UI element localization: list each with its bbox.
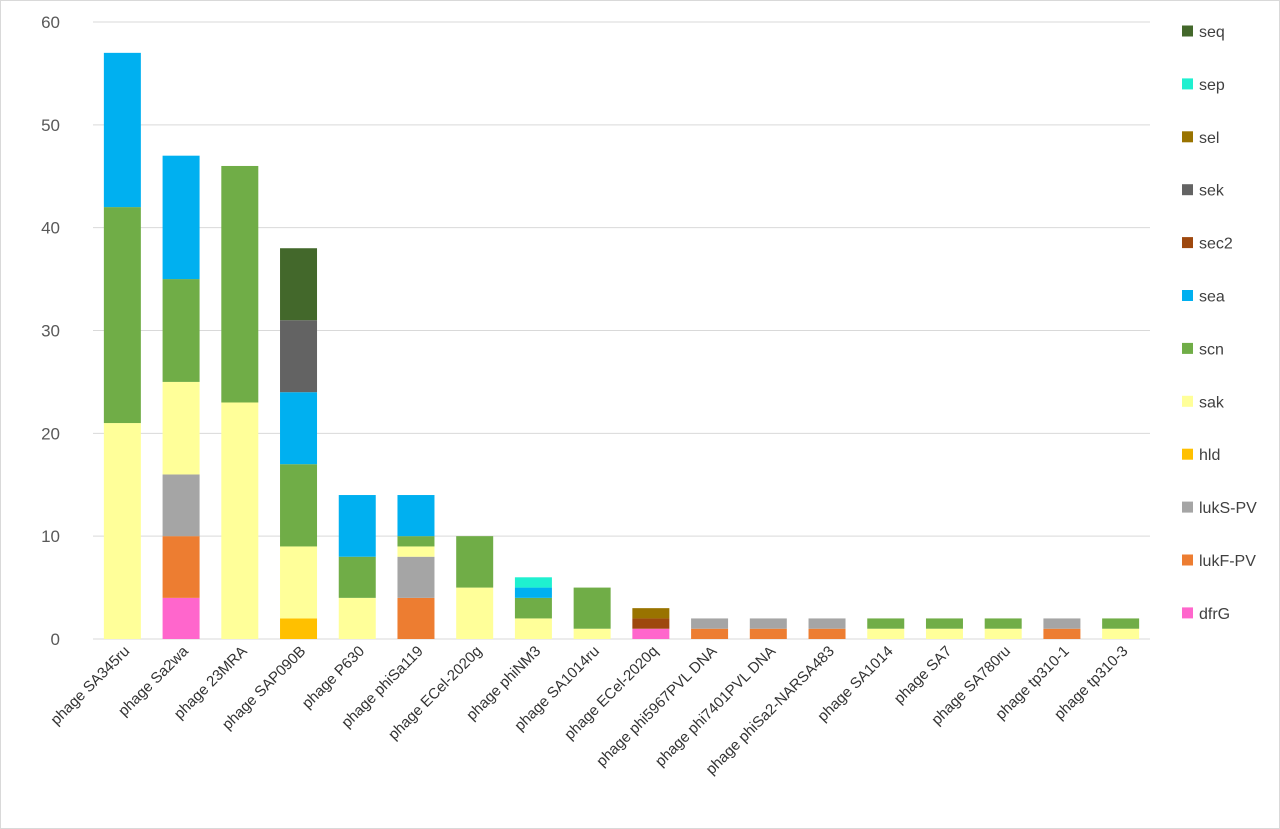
legend-label-lukS-PV: lukS-PV bbox=[1199, 500, 1257, 517]
bar-segment-scn bbox=[1102, 618, 1140, 629]
legend-label-lukF-PV: lukF-PV bbox=[1199, 553, 1256, 570]
x-category-label: phage SA345ru bbox=[47, 643, 133, 729]
bar-segment-scn bbox=[925, 618, 963, 629]
bar-segment-sel bbox=[632, 608, 670, 619]
bar-segment-sak bbox=[162, 381, 200, 475]
bar-segment-sek bbox=[280, 320, 318, 393]
bar-segment-sep bbox=[514, 577, 552, 588]
bar-segment-lukS-PV bbox=[162, 474, 200, 537]
bar-segment-sak bbox=[280, 546, 318, 619]
legend-label-dfrG: dfrG bbox=[1199, 606, 1230, 623]
legend-label-sak: sak bbox=[1199, 394, 1225, 411]
bar-segment-scn bbox=[456, 536, 494, 588]
bar-segment-lukF-PV bbox=[397, 597, 435, 639]
x-category-label: phage phi5967PVL DNA bbox=[593, 643, 720, 770]
legend-label-scn: scn bbox=[1199, 341, 1224, 358]
bar-segment-lukF-PV bbox=[162, 536, 200, 598]
bar-segment-scn bbox=[162, 279, 200, 382]
legend-swatch-sep bbox=[1182, 78, 1193, 90]
bar-segment-lukF-PV bbox=[749, 628, 787, 639]
bar-segment-seq bbox=[280, 248, 318, 321]
legend-label-sep: sep bbox=[1199, 77, 1225, 94]
bar-segment-scn bbox=[397, 536, 435, 547]
bar-segment-sea bbox=[103, 52, 141, 208]
bar-segment-scn bbox=[103, 207, 141, 424]
legend-swatch-dfrG bbox=[1182, 607, 1193, 619]
y-tick-label: 40 bbox=[41, 219, 60, 238]
y-tick-label: 0 bbox=[51, 630, 60, 649]
bar-segment-sak bbox=[925, 628, 963, 639]
legend-swatch-lukS-PV bbox=[1182, 501, 1193, 513]
bar-segment-lukS-PV bbox=[749, 618, 787, 629]
legend-label-sec2: sec2 bbox=[1199, 236, 1233, 253]
bars bbox=[103, 52, 1140, 639]
bar-segment-sak bbox=[103, 423, 141, 639]
legend-swatch-lukF-PV bbox=[1182, 554, 1193, 566]
y-tick-label: 10 bbox=[41, 527, 60, 546]
bar-segment-sea bbox=[338, 495, 376, 557]
bar-segment-sak bbox=[867, 628, 905, 639]
legend-label-sea: sea bbox=[1199, 289, 1225, 306]
bar-segment-sak bbox=[456, 587, 494, 639]
legend-swatch-sec2 bbox=[1182, 237, 1193, 249]
legend-swatch-sak bbox=[1182, 395, 1193, 407]
legend-swatch-seq bbox=[1182, 25, 1193, 37]
legend-label-sek: sek bbox=[1199, 183, 1225, 200]
bar-segment-scn bbox=[514, 597, 552, 619]
legend-swatch-hld bbox=[1182, 448, 1193, 460]
bar-segment-lukS-PV bbox=[1043, 618, 1081, 629]
y-tick-label: 60 bbox=[41, 13, 60, 32]
bar-segment-sak bbox=[984, 628, 1022, 639]
bar-segment-sak bbox=[397, 546, 435, 557]
x-category-label: phage phi7401PVL DNA bbox=[652, 643, 779, 770]
bar-segment-lukF-PV bbox=[691, 628, 729, 639]
bar-segment-hld bbox=[280, 618, 318, 639]
bar-segment-sea bbox=[514, 587, 552, 598]
bar-segment-lukS-PV bbox=[397, 556, 435, 598]
legend: seq sep sel sek sec2 sea scn sak hld lukS-PV lukF-… bbox=[1182, 24, 1257, 623]
bar-segment-scn bbox=[338, 556, 376, 598]
bar-segment-scn bbox=[573, 587, 611, 629]
bar-segment-sea bbox=[280, 392, 318, 465]
y-tick-label: 30 bbox=[41, 322, 60, 341]
bar-segment-lukS-PV bbox=[691, 618, 729, 629]
bar-segment-lukS-PV bbox=[808, 618, 846, 629]
bar-segment-sak bbox=[573, 628, 611, 639]
bar-segment-scn bbox=[867, 618, 905, 629]
bar-segment-sea bbox=[397, 495, 435, 537]
legend-label-hld: hld bbox=[1199, 447, 1220, 464]
y-tick-label: 20 bbox=[41, 424, 60, 443]
y-axis: 0 10 20 30 40 50 60 bbox=[41, 13, 60, 649]
bar-segment-sec2 bbox=[632, 618, 670, 629]
legend-label-sel: sel bbox=[1199, 130, 1219, 147]
bar-segment-scn bbox=[221, 165, 259, 403]
legend-swatch-scn bbox=[1182, 342, 1193, 354]
x-category-label: phage SA7 bbox=[891, 643, 956, 708]
bar-segment-sea bbox=[162, 155, 200, 280]
legend-swatch-sek bbox=[1182, 184, 1193, 196]
gridlines bbox=[93, 21, 1150, 640]
bar-segment-scn bbox=[984, 618, 1022, 629]
bar-segment-sak bbox=[221, 402, 259, 639]
bar-segment-lukF-PV bbox=[808, 628, 846, 639]
y-tick-label: 50 bbox=[41, 116, 60, 135]
bar-segment-dfrG bbox=[632, 628, 670, 639]
bar-segment-sak bbox=[1102, 628, 1140, 639]
bar-segment-scn bbox=[280, 464, 318, 547]
bar-segment-lukF-PV bbox=[1043, 628, 1081, 639]
bar-segment-dfrG bbox=[162, 597, 200, 639]
bar-segment-sak bbox=[514, 618, 552, 639]
legend-label-seq: seq bbox=[1199, 24, 1225, 41]
bar-segment-sak bbox=[338, 597, 376, 639]
legend-swatch-sel bbox=[1182, 131, 1193, 143]
legend-swatch-sea bbox=[1182, 290, 1193, 301]
